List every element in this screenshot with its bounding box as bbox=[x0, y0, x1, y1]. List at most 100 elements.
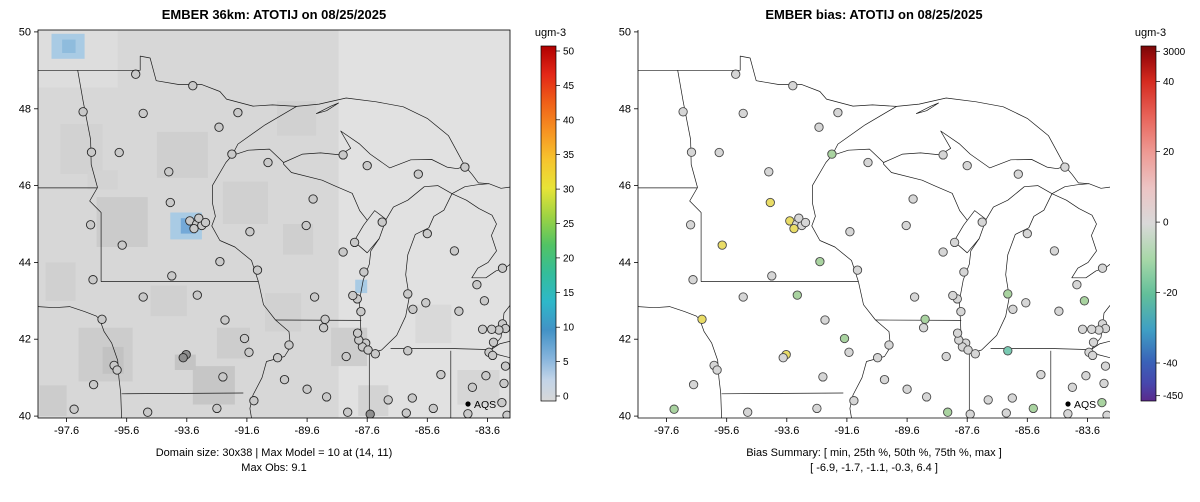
aqs-station-dot bbox=[352, 328, 363, 338]
y-axis-tick-label: 44 bbox=[19, 257, 31, 269]
aqs-station-dot bbox=[863, 157, 873, 168]
state-border-line bbox=[464, 165, 490, 185]
model-grid-patch bbox=[60, 124, 103, 174]
state-border-line bbox=[811, 155, 859, 282]
aqs-station-dot bbox=[97, 314, 107, 324]
state-border-line bbox=[831, 97, 1066, 170]
colorbar-tick-label: 0 bbox=[563, 392, 569, 403]
aqs-station-dot bbox=[143, 407, 153, 417]
aqs-station-dot bbox=[1102, 410, 1110, 418]
aqs-station-dot bbox=[338, 150, 348, 160]
aqs-station-dot bbox=[1021, 298, 1031, 308]
aqs-station-dot bbox=[436, 369, 446, 380]
colorbar-tick-label: 3000 bbox=[1163, 47, 1186, 58]
aqs-station-dot bbox=[1049, 246, 1060, 256]
aqs-station-dot bbox=[909, 292, 920, 302]
aqs-station-dot bbox=[356, 306, 366, 317]
aqs-station-dot bbox=[460, 162, 470, 172]
aqs-station-dot bbox=[321, 392, 332, 402]
aqs-station-dot bbox=[765, 197, 775, 208]
aqs-station-dot bbox=[738, 108, 748, 119]
x-axis-tick-label: -83.6 bbox=[475, 425, 500, 437]
colorbar-tick-label: 20 bbox=[563, 253, 575, 264]
aqs-station-dot bbox=[318, 323, 329, 333]
aqs-station-dot bbox=[487, 324, 497, 334]
aqs-station-dot bbox=[1097, 263, 1108, 273]
right-panel-title: EMBER bias: ATOTIJ on 08/25/2025 bbox=[765, 7, 983, 22]
aqs-station-dot bbox=[965, 409, 975, 418]
aqs-station-dot bbox=[239, 333, 250, 344]
aqs-station-dot bbox=[218, 372, 228, 382]
colorbar-tick-label: 45 bbox=[563, 81, 575, 92]
aqs-station-dot bbox=[962, 160, 972, 171]
aqs-station-dot bbox=[408, 304, 418, 314]
x-axis-tick-label: -89.6 bbox=[295, 425, 320, 437]
aqs-station-dot bbox=[407, 393, 417, 403]
model-grid-patch bbox=[87, 170, 118, 190]
aqs-station-dot bbox=[938, 150, 948, 160]
aqs-station-dot bbox=[138, 292, 148, 302]
bias-panel: EMBER bias: ATOTIJ on 08/25/2025 -97.6 -9… bbox=[600, 0, 1200, 502]
aqs-station-dot bbox=[872, 353, 883, 363]
aqs-station-dot bbox=[500, 361, 510, 371]
aqs-legend-label: AQS bbox=[474, 399, 496, 411]
aqs-station-dot bbox=[178, 353, 188, 363]
model-grid-patch bbox=[222, 181, 268, 224]
aqs-station-dot bbox=[1028, 403, 1038, 414]
model-map: -97.6 -95.6 -93.6 -91.6 -89.6 -87.6 -85.6 -83.6… bbox=[19, 26, 575, 437]
model-grid-patch bbox=[415, 304, 452, 344]
y-axis-tick-label: 42 bbox=[19, 334, 31, 346]
aqs-station-dot bbox=[686, 147, 697, 157]
y-axis-tick-label: 40 bbox=[19, 411, 31, 423]
aqs-station-dot bbox=[220, 315, 230, 325]
state-border-line bbox=[121, 392, 244, 395]
colorbar-unit-label: ugm-3 bbox=[1135, 27, 1166, 39]
state-border-line bbox=[953, 210, 987, 254]
state-border-line bbox=[721, 392, 844, 395]
colorbar-tick-label: 50 bbox=[563, 47, 575, 58]
aqs-station-dot bbox=[688, 275, 698, 285]
aqs-station-dot bbox=[477, 324, 488, 334]
aqs-station-dot bbox=[844, 347, 854, 357]
colorbar bbox=[540, 45, 557, 402]
x-axis-tick-label: -97.6 bbox=[54, 425, 79, 437]
aqs-station-dot bbox=[943, 407, 953, 417]
aqs-station-dot bbox=[301, 220, 311, 231]
aqs-station-dot bbox=[449, 246, 460, 256]
x-axis-tick-label: -83.6 bbox=[1075, 425, 1100, 437]
max-obs-caption: Max Obs: 9.1 bbox=[241, 462, 307, 474]
colorbar-tick-label: 30 bbox=[563, 185, 575, 196]
aqs-station-dot bbox=[88, 379, 99, 390]
aqs-station-dot bbox=[884, 340, 894, 350]
aqs-station-dot bbox=[977, 217, 987, 227]
aqs-station-dot bbox=[309, 292, 320, 302]
aqs-station-dot bbox=[1063, 409, 1073, 418]
aqs-station-dot bbox=[472, 280, 482, 290]
aqs-station-dot bbox=[1072, 280, 1082, 290]
aqs-station-dot bbox=[815, 256, 825, 267]
x-axis-tick-label: -91.6 bbox=[234, 425, 259, 437]
aqs-station-dot bbox=[839, 333, 850, 344]
state-border-line bbox=[451, 183, 510, 195]
y-axis-tick-label: 48 bbox=[19, 103, 31, 115]
aqs-station-dot bbox=[165, 197, 175, 208]
aqs-station-dot bbox=[792, 290, 802, 300]
aqs-station-dot bbox=[1008, 304, 1018, 314]
aqs-station-dot bbox=[284, 340, 294, 350]
plot-frame bbox=[637, 30, 1110, 419]
aqs-station-dot bbox=[479, 296, 490, 306]
aqs-legend-label: AQS bbox=[1074, 399, 1096, 411]
aqs-station-dot bbox=[1097, 397, 1107, 408]
aqs-station-dot bbox=[227, 149, 237, 159]
colorbar-tick-label: -450 bbox=[1163, 391, 1183, 402]
aqs-station-dot bbox=[685, 220, 696, 230]
aqs-station-dot bbox=[764, 167, 774, 177]
aqs-station-dot bbox=[401, 408, 411, 418]
aqs-station-dot bbox=[212, 403, 222, 414]
plot-frame bbox=[37, 29, 511, 419]
aqs-station-dot bbox=[488, 337, 499, 347]
aqs-station-dot bbox=[497, 397, 507, 408]
y-axis-tick-label: 44 bbox=[619, 257, 631, 269]
aqs-station-dot bbox=[1036, 369, 1046, 380]
